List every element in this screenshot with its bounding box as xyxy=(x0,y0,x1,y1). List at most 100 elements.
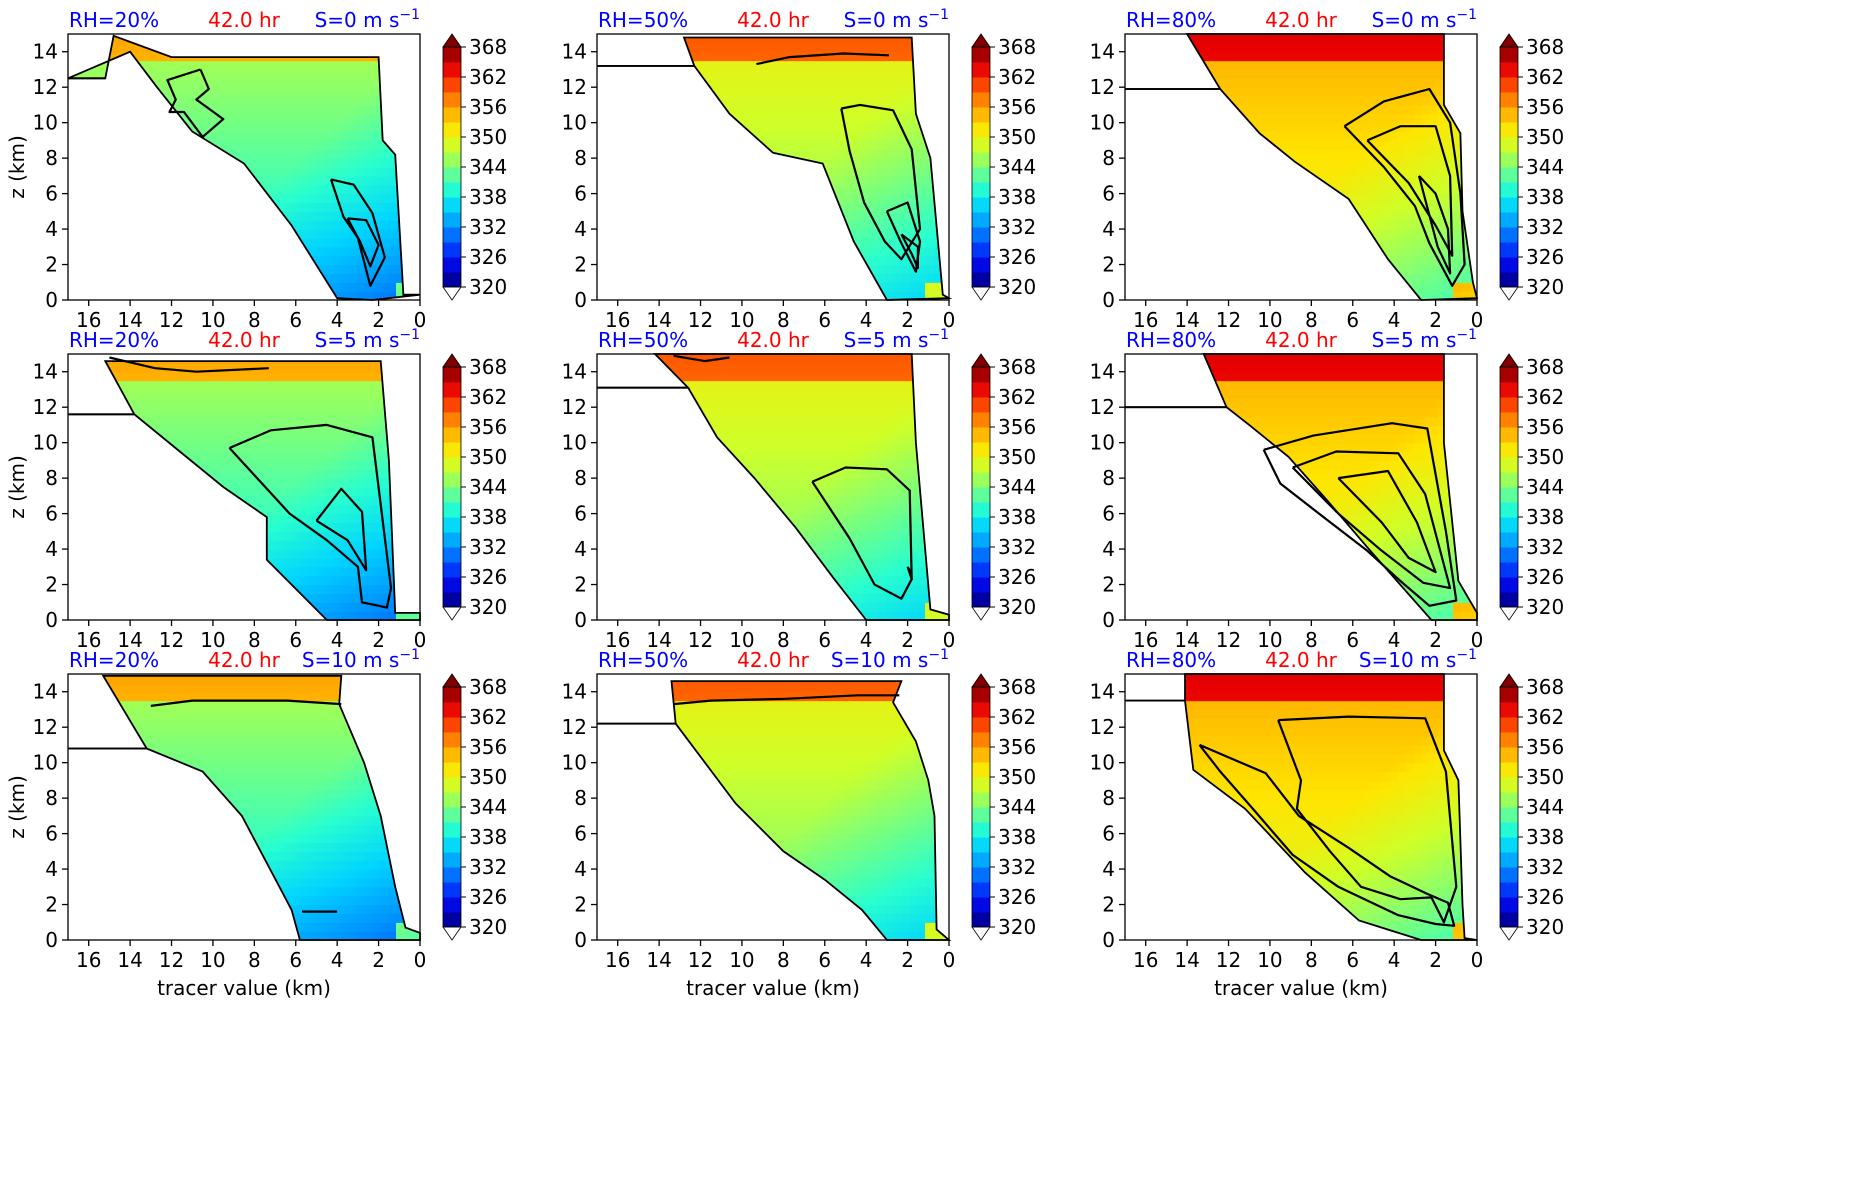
y-tick-label: 2 xyxy=(1102,573,1115,597)
x-tick-label: 4 xyxy=(1388,948,1401,972)
colorbar-tick-label: 368 xyxy=(469,675,507,699)
title-shear: S=5 m s−1 xyxy=(844,327,949,352)
colorbar-tick-label: 362 xyxy=(998,385,1036,409)
colorbar-tick-label: 326 xyxy=(998,565,1036,589)
x-tick-label: 2 xyxy=(1429,308,1442,332)
colorbar: 368 362 356 350 344 338 332 326 320 xyxy=(1499,673,1564,941)
x-tick-label: 14 xyxy=(646,308,671,332)
filled-field xyxy=(1125,34,1477,300)
colorbar-tick-label: 338 xyxy=(998,825,1036,849)
x-tick-label: 14 xyxy=(1174,628,1199,652)
colorbar-tick-label: 356 xyxy=(1526,735,1564,759)
title-time: 42.0 hr xyxy=(737,8,810,32)
title-shear: S=10 m s−1 xyxy=(302,647,420,672)
x-tick-label: 14 xyxy=(117,628,142,652)
x-tick-label: 2 xyxy=(372,308,385,332)
x-tick-label: 0 xyxy=(943,948,956,972)
x-tick-label: 0 xyxy=(943,308,956,332)
colorbar-tick-label: 350 xyxy=(1526,765,1564,789)
colorbar-tick-label: 344 xyxy=(1526,155,1564,179)
x-tick-label: 0 xyxy=(1471,628,1484,652)
colorbar-tick-label: 332 xyxy=(469,855,507,879)
x-tick-label: 10 xyxy=(200,308,225,332)
y-tick-label: 2 xyxy=(45,253,58,277)
field-outline xyxy=(597,680,952,941)
colorbar-tick-label: 356 xyxy=(469,95,507,119)
title-rh: RH=80% xyxy=(1126,8,1216,32)
x-axis-label: tracer value (km) xyxy=(686,976,860,1000)
contour-line xyxy=(329,178,386,287)
y-tick-label: 12 xyxy=(1090,715,1115,739)
y-tick-label: 10 xyxy=(1090,111,1115,135)
x-tick-label: 12 xyxy=(688,628,713,652)
x-tick-label: 12 xyxy=(688,308,713,332)
y-tick-label: 2 xyxy=(574,573,587,597)
colorbar-tick-label: 338 xyxy=(998,505,1036,529)
title-rh: RH=20% xyxy=(69,8,159,32)
colorbar: 368 362 356 350 344 338 332 326 320 xyxy=(1499,353,1564,621)
x-tick-label: 16 xyxy=(605,948,630,972)
colorbar-tick-label: 362 xyxy=(1526,65,1564,89)
x-tick-label: 4 xyxy=(860,308,873,332)
colorbar-min-arrow xyxy=(442,926,462,941)
y-axis-label: z (km) xyxy=(5,775,29,839)
x-tick-label: 2 xyxy=(1429,948,1442,972)
field-outline xyxy=(67,34,421,301)
colorbar-tick-label: 326 xyxy=(998,885,1036,909)
x-tick-label: 16 xyxy=(605,308,630,332)
title-rh: RH=50% xyxy=(598,8,688,32)
colorbar-min-arrow xyxy=(1499,606,1519,621)
x-tick-label: 8 xyxy=(1305,948,1318,972)
contour-line xyxy=(900,233,920,270)
x-tick-label: 12 xyxy=(1216,308,1241,332)
x-tick-label: 6 xyxy=(818,628,831,652)
contour-line xyxy=(1417,175,1452,275)
x-tick-label: 10 xyxy=(1257,948,1282,972)
y-tick-label: 14 xyxy=(562,680,587,704)
colorbar-tick-label: 362 xyxy=(469,65,507,89)
colorbar-min-arrow xyxy=(971,286,991,301)
y-tick-label: 10 xyxy=(562,431,587,455)
title-time: 42.0 hr xyxy=(1265,328,1338,352)
filled-field xyxy=(597,37,949,300)
x-tick-label: 8 xyxy=(777,308,790,332)
colorbar-tick-label: 368 xyxy=(998,355,1036,379)
colorbar-tick-label: 350 xyxy=(469,765,507,789)
filled-field xyxy=(1125,674,1477,940)
colorbar-tick-label: 326 xyxy=(469,245,507,269)
axes-frame xyxy=(67,353,421,621)
filled-field xyxy=(597,354,949,620)
colorbar-tick-label: 356 xyxy=(469,735,507,759)
title-time: 42.0 hr xyxy=(737,648,810,672)
x-tick-label: 0 xyxy=(1471,308,1484,332)
y-tick-label: 8 xyxy=(45,466,58,490)
x-tick-label: 0 xyxy=(414,308,427,332)
y-tick-label: 2 xyxy=(45,573,58,597)
x-tick-label: 6 xyxy=(1346,948,1359,972)
y-tick-label: 8 xyxy=(45,786,58,810)
contour-line xyxy=(346,217,380,268)
x-tick-label: 4 xyxy=(860,628,873,652)
x-tick-label: 12 xyxy=(159,628,184,652)
y-tick-label: 4 xyxy=(574,857,587,881)
panel-r0c0: 16 14 12 10 8 6 4 2 0 0 2 4 6 8 10 12 14 RH=20% 42.0 hr S=0… xyxy=(5,7,507,332)
colorbar-tick-label: 338 xyxy=(998,185,1036,209)
x-tick-label: 10 xyxy=(200,948,225,972)
colorbar-tick-label: 332 xyxy=(1526,215,1564,239)
colorbar-max-arrow xyxy=(442,353,462,368)
x-tick-label: 4 xyxy=(1388,628,1401,652)
colorbar: 368 362 356 350 344 338 332 326 320 xyxy=(971,673,1036,941)
contour-line xyxy=(109,356,269,373)
contour-line xyxy=(673,694,900,706)
x-tick-label: 4 xyxy=(331,948,344,972)
contour-line xyxy=(840,103,922,261)
contour-line xyxy=(1291,450,1452,590)
contour-line xyxy=(1277,715,1458,924)
colorbar-tick-label: 320 xyxy=(1526,595,1564,619)
colorbar-max-arrow xyxy=(1499,33,1519,48)
colorbar: 368 362 356 350 344 338 332 326 320 xyxy=(1499,33,1564,301)
x-tick-label: 10 xyxy=(1257,628,1282,652)
x-tick-label: 10 xyxy=(729,308,754,332)
colorbar-tick-label: 362 xyxy=(1526,705,1564,729)
